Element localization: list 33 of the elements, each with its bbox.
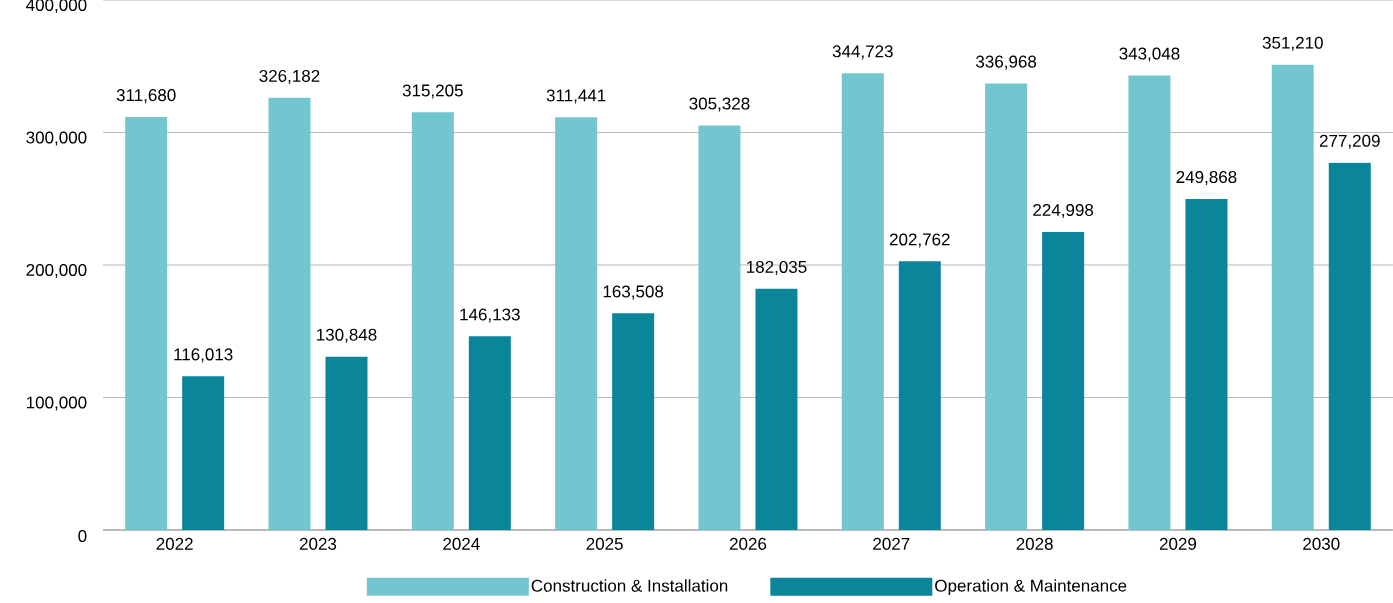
- data-label: 146,133: [460, 308, 520, 323]
- data-label: 311,680: [116, 89, 176, 104]
- data-label: 311,441: [546, 89, 606, 104]
- data-label: 336,968: [976, 55, 1037, 70]
- x-tick-label: 2023: [299, 537, 337, 550]
- data-label: 351,210: [1262, 36, 1323, 51]
- x-tick-label: 2028: [1016, 537, 1053, 550]
- x-tick-label: 2029: [1159, 537, 1197, 550]
- text: Construction & Installation: [531, 579, 728, 592]
- data-label: 130,848: [317, 328, 377, 343]
- x-tick-label: 2026: [729, 537, 767, 550]
- y-tick-label: 300,000: [26, 131, 87, 146]
- data-label: 224,998: [1033, 203, 1094, 219]
- y-tick-label: 200,000: [26, 263, 87, 279]
- data-label: 182,035: [747, 260, 807, 275]
- data-label: 116,013: [174, 348, 233, 363]
- x-tick-label: 2025: [586, 537, 623, 550]
- data-label: 315,205: [402, 84, 463, 99]
- data-label: 163,508: [603, 285, 664, 300]
- y-tick-label: 0: [78, 529, 87, 543]
- data-label: 277,209: [1319, 134, 1380, 149]
- x-tick-label: 2030: [1303, 537, 1340, 550]
- data-label: 305,328: [689, 97, 750, 112]
- x-tick-label: 2022: [156, 537, 193, 550]
- data-label: 326,182: [259, 69, 320, 84]
- x-tick-label: 2027: [873, 537, 910, 550]
- text: Operation & Maintenance: [935, 579, 1127, 596]
- data-label: 202,762: [889, 233, 950, 248]
- data-label: 344,723: [832, 45, 893, 60]
- data-label: 249,868: [1176, 171, 1237, 186]
- x-tick-label: 2024: [443, 537, 480, 550]
- data-label: 343,048: [1119, 47, 1180, 62]
- y-tick-label: 100,000: [26, 396, 87, 411]
